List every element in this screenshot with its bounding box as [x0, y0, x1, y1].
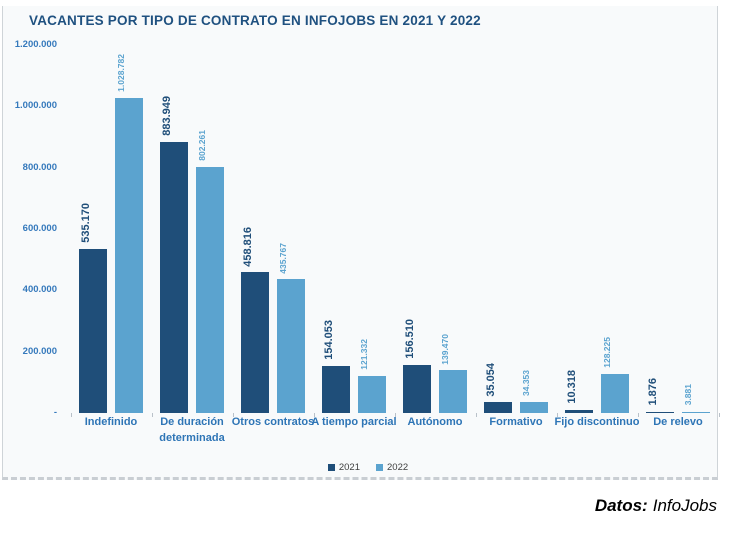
x-category-label: Fijo discontinuo: [554, 416, 640, 428]
x-axis-tick: [232, 413, 234, 417]
y-tick-label: 200.000: [22, 345, 57, 357]
bar-2022: [520, 402, 548, 413]
bar-2021: [322, 365, 350, 413]
bar-group: 35.054 34.353: [484, 6, 548, 413]
bar-value-label-2022: 139.470: [440, 333, 450, 365]
bar-2021: [565, 409, 593, 413]
x-axis-tick: [313, 413, 315, 417]
bar-value-label-2021: 154.053: [323, 320, 335, 360]
bar-value-label-2021: 458.816: [242, 226, 254, 267]
bar-group: 883.949 802.261: [160, 6, 224, 413]
bar-group: 10.318 128.225: [565, 6, 629, 413]
x-axis-tick: [637, 413, 639, 417]
y-tick-label: 400.000: [22, 284, 57, 296]
bar-2022: [601, 373, 629, 413]
legend-label: 2021: [338, 462, 360, 473]
x-category-label: A tiempo parcial: [311, 416, 397, 428]
bar-value-label-2021: 883.949: [161, 96, 173, 136]
x-category-label: Indefinido: [84, 416, 138, 428]
bar-group: 535.170 1.028.782: [79, 6, 143, 413]
bar-2021: [79, 248, 107, 413]
data-source-name: InfoJobs: [652, 496, 717, 515]
bar-2021: [160, 141, 188, 413]
bar-2022: [115, 97, 143, 413]
legend-swatch-icon: [376, 464, 383, 471]
bar-2021: [403, 365, 431, 413]
legend: 2021 2022: [3, 462, 719, 473]
x-axis-tick: [718, 413, 720, 417]
x-category-label: De relevo: [653, 416, 703, 428]
bar-group: 1.876 3.881: [646, 6, 710, 413]
legend-label: 2022: [387, 462, 409, 473]
bar-value-label-2021: 535.170: [80, 203, 92, 243]
bar-value-label-2022: 34.353: [521, 370, 531, 397]
bar-2022: [358, 375, 386, 413]
bar-value-label-2022: 802.261: [197, 130, 207, 161]
data-source-prefix: Datos:: [594, 496, 648, 515]
bar-value-label-2021: 1.876: [647, 377, 659, 406]
bar-value-label-2022: 128.225: [602, 336, 612, 368]
bar-2021: [646, 411, 674, 413]
x-axis-tick: [394, 413, 396, 417]
y-tick-label: 1.000.000: [14, 100, 57, 112]
legend-swatch-icon: [327, 464, 335, 471]
bar-2021: [484, 402, 512, 413]
bar-2021: [241, 272, 269, 413]
x-category-label: Formativo: [489, 416, 543, 428]
y-axis: 1.200.000 1.000.000 800.000 600.000 400.000 2…: [3, 6, 59, 426]
bar-value-label-2022: 435.767: [278, 242, 288, 274]
bar-value-label-2022: 1.028.782: [116, 53, 126, 92]
data-source-caption: Datos: InfoJobs: [595, 496, 717, 516]
x-axis-tick: [475, 413, 477, 417]
x-category-label: De duración determinada: [159, 416, 225, 444]
x-category-label: Autónomo: [407, 416, 463, 428]
chart-title: VACANTES POR TIPO DE CONTRATO EN INFOJOB…: [29, 13, 481, 28]
y-tick-label: 600.000: [22, 223, 57, 234]
bar-2022: [196, 166, 224, 413]
x-axis-tick: [70, 413, 72, 417]
bar-group: 154.053 121.332: [322, 6, 386, 413]
plot-area: 535.170 1.028.782 Indefinido 883.949 802.261…: [3, 6, 720, 444]
y-tick-label: 800.000: [22, 161, 57, 173]
bar-value-label-2022: 121.332: [359, 339, 369, 370]
chart-panel: VACANTES POR TIPO DE CONTRATO EN INFOJOB…: [2, 6, 720, 480]
bar-value-label-2021: 156.510: [404, 319, 416, 360]
legend-entry-2022: 2022: [376, 462, 408, 473]
bar-group: 458.816 435.767: [241, 6, 305, 413]
bar-2022: [439, 370, 467, 413]
y-tick-label: -: [53, 407, 57, 418]
bar-value-label-2022: 3.881: [683, 384, 693, 406]
bar-value-label-2021: 10.318: [566, 370, 578, 404]
bar-group: 156.510 139.470: [403, 6, 467, 413]
x-axis-tick: [151, 413, 153, 417]
bar-value-label-2021: 35.054: [485, 362, 497, 397]
bar-2022: [277, 279, 305, 413]
x-category-label: Otros contratos: [231, 416, 315, 428]
x-axis-tick: [556, 413, 558, 417]
y-tick-label: 1.200.000: [14, 39, 57, 50]
legend-entry-2021: 2021: [327, 462, 360, 473]
bar-2022: [682, 411, 710, 413]
